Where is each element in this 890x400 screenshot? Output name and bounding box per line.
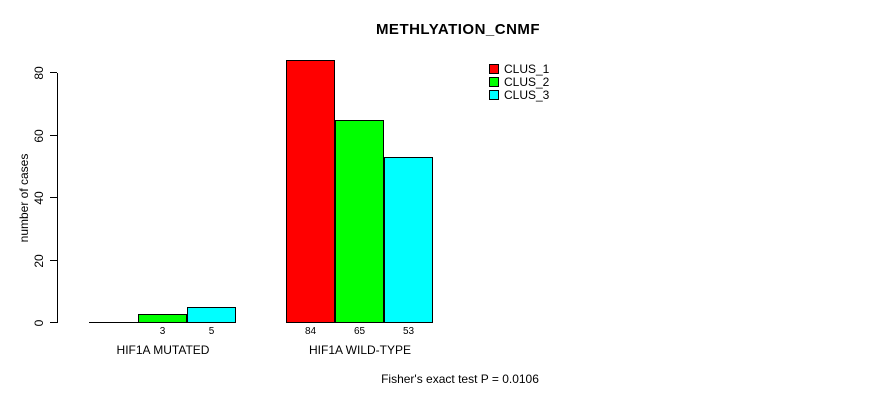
bar-clus_1-0-zero [89,322,138,323]
bar-clus_2-1 [335,120,384,323]
bar-value-label: 84 [304,326,317,337]
y-tick-mark [50,72,57,73]
y-tick-label: 20 [32,253,46,268]
legend-item-clus3: CLUS_3 [489,88,550,102]
y-tick-label: 40 [32,191,46,205]
bar-clus_3-1 [384,157,433,323]
y-axis-line [57,73,58,323]
y-tick-mark [50,197,57,198]
bar-value-label: 5 [208,326,215,337]
y-axis-label: number of cases [17,153,31,243]
legend-swatch-clus1 [489,64,499,74]
legend-swatch-clus2 [489,77,499,87]
legend-swatch-clus3 [489,90,499,100]
chart-title: METHLYATION_CNMF [375,21,541,38]
x-category-label-mutated: HIF1A MUTATED [116,343,210,357]
bar-value-label: 53 [402,326,415,337]
y-tick-label: 60 [32,128,46,143]
y-tick-mark [50,134,57,136]
legend: CLUS_1 CLUS_2 CLUS_3 [489,62,550,103]
legend-label-clus3: CLUS_3 [504,88,550,102]
bar-value-label: 3 [159,326,166,337]
legend-item-clus2: CLUS_2 [489,75,550,89]
legend-item-clus1: CLUS_1 [489,62,550,76]
y-tick-label: 80 [32,66,46,80]
fisher-test-annotation: Fisher's exact test P = 0.0106 [381,372,539,386]
bar-clus_3-0 [187,307,236,323]
x-category-label-wildtype: HIF1A WILD-TYPE [308,343,412,357]
y-tick-label: 0 [32,319,46,327]
legend-label-clus1: CLUS_1 [504,62,550,76]
y-tick-mark [50,322,57,323]
bar-value-label: 65 [353,326,366,337]
legend-label-clus2: CLUS_2 [504,75,550,89]
y-tick-mark [50,259,57,261]
bar-clus_2-0 [138,314,187,323]
bar-clus_1-1 [286,60,335,323]
